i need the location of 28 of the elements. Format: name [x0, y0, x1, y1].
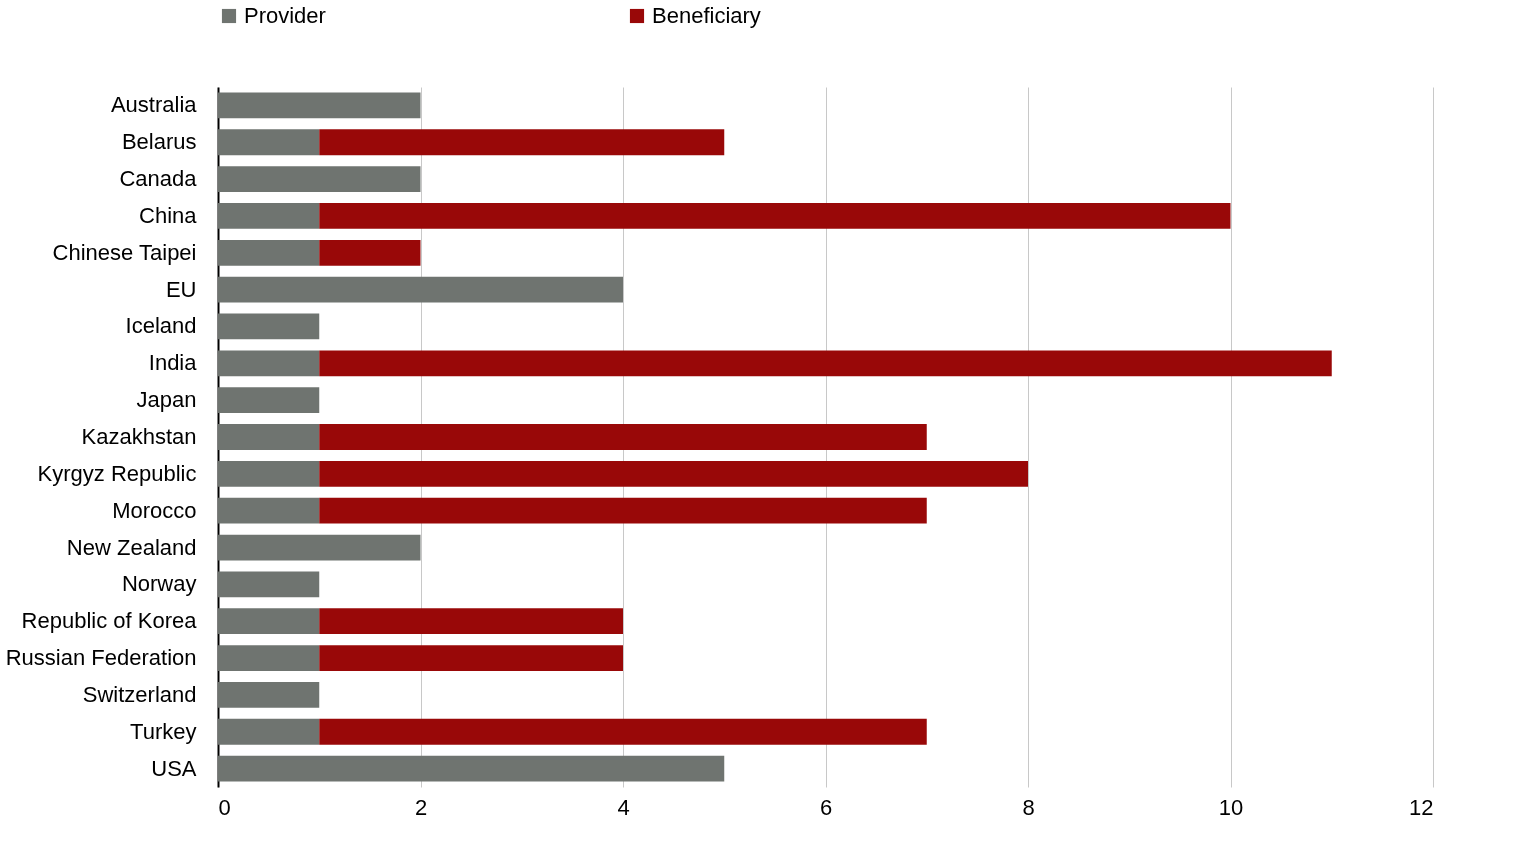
y-tick-label: Morocco [112, 497, 197, 523]
y-tick-label: Kyrgyz Republic [37, 460, 197, 486]
y-tick-label: India [148, 350, 198, 376]
y-tick-label: Russian Federation [5, 645, 197, 671]
x-tick-label: 10 [1218, 794, 1244, 820]
y-tick-label: Kazakhstan [81, 424, 197, 449]
y-tick-label: Switzerland [82, 681, 197, 707]
y-tick-label: Iceland [125, 313, 197, 339]
y-tick-label: Norway [121, 571, 197, 597]
x-tick-label: 8 [1022, 794, 1035, 820]
y-tick-label: Belarus [121, 129, 197, 155]
y-tick-label: Chinese Taipei [52, 239, 197, 265]
y-tick-label: New Zealand [66, 534, 197, 560]
legend-label: Provider [244, 3, 326, 28]
legend-label: Beneficiary [652, 3, 761, 28]
y-tick-label: Canada [119, 166, 198, 192]
y-tick-label: Australia [110, 92, 198, 118]
x-tick-label: 2 [414, 794, 428, 820]
y-tick-label: Turkey [130, 718, 197, 744]
y-tick-label: Republic of Korea [21, 608, 198, 634]
y-tick-label: China [139, 202, 198, 228]
x-tick-label: 0 [218, 794, 231, 820]
y-tick-label: USA [151, 755, 197, 781]
y-tick-label: EU [165, 276, 197, 302]
x-tick-label: 4 [617, 794, 630, 820]
x-tick-label: 12 [1409, 794, 1434, 820]
x-tick-label: 6 [819, 794, 833, 820]
y-tick-label: Japan [136, 387, 197, 413]
